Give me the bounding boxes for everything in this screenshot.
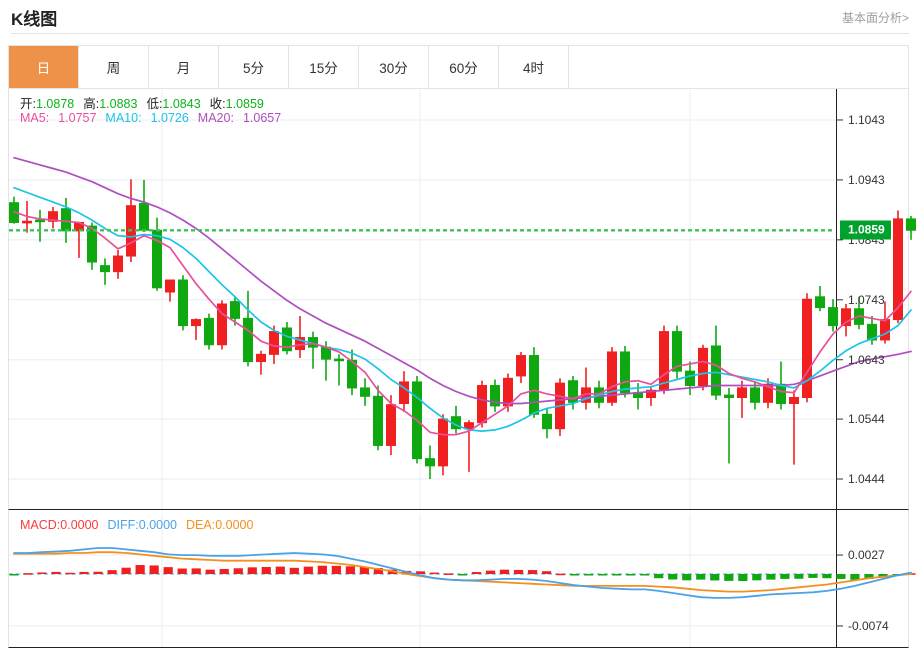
ma10-value: 1.0726 — [150, 111, 189, 125]
ma20-value: 1.0657 — [242, 111, 282, 125]
timeframe-tabbar: 日 周 月 5分 15分 30分 60分 4时 — [8, 45, 909, 89]
price-tick-label: 1.0643 — [848, 352, 885, 367]
candlestick-series — [9, 179, 916, 480]
price-chart-frame — [8, 89, 909, 510]
macd-label: MACD: — [20, 518, 61, 532]
low-value: 1.0843 — [162, 97, 201, 111]
open-value: 1.0878 — [35, 97, 75, 111]
page-title: K线图 — [11, 10, 58, 29]
tab-month[interactable]: 月 — [149, 46, 219, 88]
diff-label: DIFF: — [107, 518, 139, 532]
tab-60min[interactable]: 60分 — [429, 46, 499, 88]
axis-divider — [836, 89, 837, 648]
macd-tick-label: -0.0074 — [848, 618, 889, 633]
tab-15min[interactable]: 15分 — [289, 46, 359, 88]
macd-chart-frame — [8, 510, 909, 648]
dea-value: 0.0000 — [215, 518, 254, 532]
ma-legend: MA5: 1.0757 MA10: 1.0726 MA20: 1.0657 — [20, 111, 281, 125]
price-tick-label: 1.0544 — [848, 412, 885, 427]
tab-week[interactable]: 周 — [79, 46, 149, 88]
fundamental-analysis-link[interactable]: 基本面分析> — [841, 11, 909, 25]
page-header: K线图 基本面分析> — [0, 0, 917, 44]
price-tick-label: 1.0943 — [848, 172, 885, 187]
macd-value: 0.0000 — [60, 518, 99, 532]
low-label: 低: — [146, 97, 163, 111]
macd-legend: MACD:0.0000 DIFF:0.0000 DEA:0.0000 — [20, 518, 253, 532]
header-divider — [11, 33, 909, 34]
diff-value: 0.0000 — [138, 518, 177, 532]
ma10-label: MA10: — [105, 111, 142, 125]
tab-4hour[interactable]: 4时 — [499, 46, 569, 88]
high-label: 高: — [83, 97, 100, 111]
current-price-badge: 1.0859 — [840, 220, 891, 240]
ma20-label: MA20: — [197, 111, 234, 125]
open-label: 开: — [20, 97, 36, 111]
close-label: 收: — [209, 97, 226, 111]
ma5-label: MA5: — [20, 111, 50, 125]
macd-series — [9, 547, 916, 599]
dea-label: DEA: — [186, 518, 216, 532]
ma5-value: 1.0757 — [58, 111, 97, 125]
moving-average-lines — [13, 156, 912, 436]
tab-30min[interactable]: 30分 — [359, 46, 429, 88]
price-tick-label: 1.0444 — [848, 472, 885, 487]
price-tick-label: 1.0743 — [848, 292, 885, 307]
tab-day[interactable]: 日 — [9, 46, 79, 88]
ohlc-legend: 开:1.0878 高:1.0883 低:1.0843 收:1.0859 — [20, 93, 264, 112]
macd-tick-label: 0.0027 — [848, 548, 885, 563]
tab-5min[interactable]: 5分 — [219, 46, 289, 88]
close-value: 1.0859 — [225, 97, 264, 111]
price-tick-label: 1.1043 — [848, 112, 885, 127]
high-value: 1.0883 — [99, 97, 138, 111]
gridlines — [9, 90, 843, 647]
